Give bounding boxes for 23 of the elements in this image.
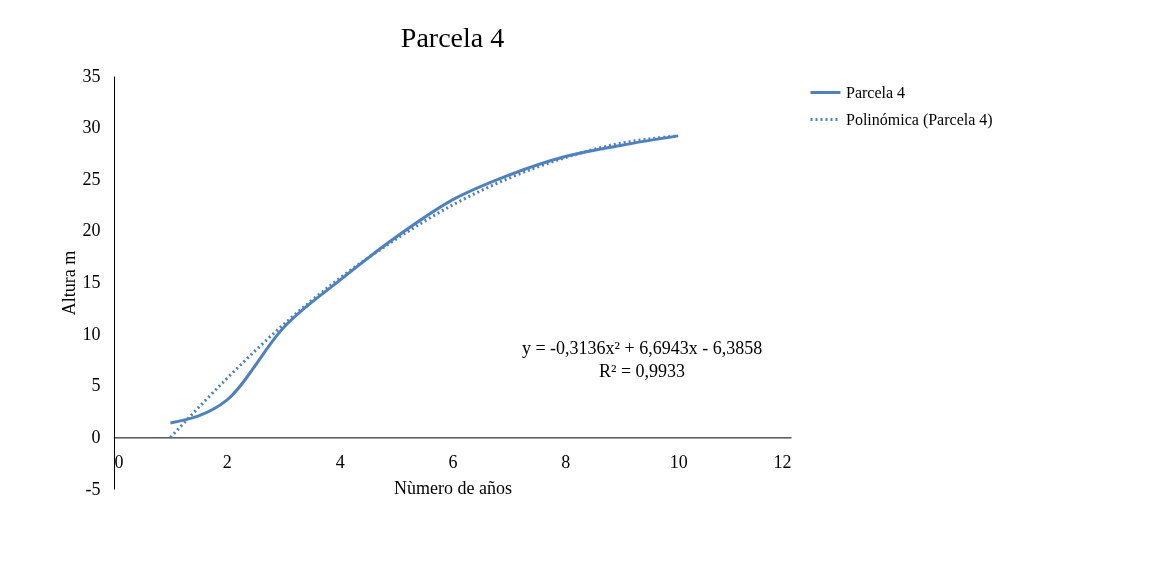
legend-label: Parcela 4: [846, 83, 906, 101]
y-axis-title: Altura m: [58, 250, 79, 316]
y-tick-label: -5: [85, 478, 101, 499]
x-tick-label: 0: [114, 451, 124, 472]
x-axis-title: Nùmero de años: [394, 477, 512, 498]
x-tick-label: 2: [222, 451, 232, 472]
y-tick-label: 30: [82, 117, 101, 138]
y-tick-label: 25: [82, 168, 101, 189]
annotation: y = -0,3136x² + 6,6943x - 6,3858: [521, 337, 763, 358]
y-tick-label: 10: [82, 323, 101, 344]
y-tick-label: 20: [82, 220, 101, 241]
legend-label: Polinómica (Parcela 4): [846, 110, 993, 129]
chart-title: Parcela 4: [400, 22, 505, 53]
x-tick-label: 6: [448, 451, 458, 472]
x-tick-label: 8: [561, 451, 571, 472]
annotation: R² = 0,9933: [599, 360, 686, 381]
y-tick-label: 15: [82, 272, 101, 292]
y-tick-label: 5: [91, 375, 101, 396]
x-tick-label: 10: [669, 451, 688, 472]
x-tick-label: 4: [335, 451, 345, 472]
y-tick-label: 35: [82, 65, 101, 86]
x-tick-label: 12: [773, 451, 792, 472]
y-tick-label: 0: [91, 426, 101, 447]
